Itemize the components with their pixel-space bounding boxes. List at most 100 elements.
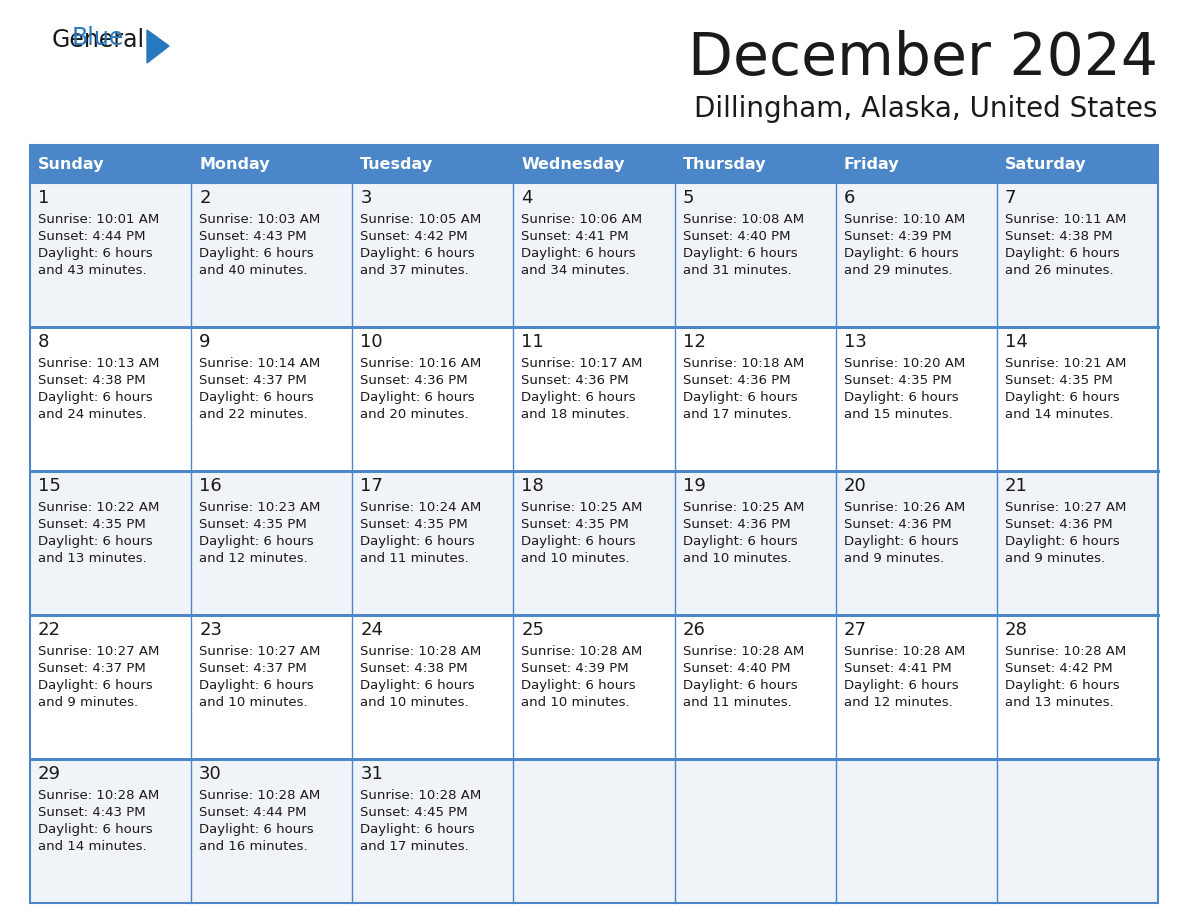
Text: Sunrise: 10:18 AM: Sunrise: 10:18 AM	[683, 357, 804, 370]
Text: 9: 9	[200, 333, 210, 351]
Text: Sunrise: 10:23 AM: Sunrise: 10:23 AM	[200, 501, 321, 514]
Bar	[835, 327, 997, 471]
Bar	[675, 145, 835, 183]
Bar	[513, 471, 675, 615]
Text: December 2024: December 2024	[688, 30, 1158, 87]
Bar	[513, 145, 675, 183]
Text: and 24 minutes.: and 24 minutes.	[38, 408, 146, 421]
Text: and 31 minutes.: and 31 minutes.	[683, 264, 791, 277]
Text: Sunset: 4:36 PM: Sunset: 4:36 PM	[1005, 518, 1112, 531]
Text: Sunrise: 10:03 AM: Sunrise: 10:03 AM	[200, 213, 321, 226]
Text: Daylight: 6 hours: Daylight: 6 hours	[683, 535, 797, 548]
Text: Sunrise: 10:20 AM: Sunrise: 10:20 AM	[843, 357, 965, 370]
Text: Sunset: 4:39 PM: Sunset: 4:39 PM	[843, 230, 952, 243]
Text: Sunrise: 10:26 AM: Sunrise: 10:26 AM	[843, 501, 965, 514]
Text: and 11 minutes.: and 11 minutes.	[683, 696, 791, 709]
Bar	[30, 327, 191, 471]
Text: Tuesday: Tuesday	[360, 156, 434, 172]
Text: and 9 minutes.: and 9 minutes.	[843, 552, 943, 565]
Text: 14: 14	[1005, 333, 1028, 351]
Text: Daylight: 6 hours: Daylight: 6 hours	[522, 535, 636, 548]
Text: 17: 17	[360, 477, 384, 495]
Text: and 10 minutes.: and 10 minutes.	[200, 696, 308, 709]
Text: Sunrise: 10:27 AM: Sunrise: 10:27 AM	[1005, 501, 1126, 514]
Text: 3: 3	[360, 189, 372, 207]
Bar	[513, 183, 675, 327]
Text: and 17 minutes.: and 17 minutes.	[683, 408, 791, 421]
Text: Daylight: 6 hours: Daylight: 6 hours	[522, 247, 636, 260]
Text: and 14 minutes.: and 14 minutes.	[38, 840, 146, 853]
Text: Thursday: Thursday	[683, 156, 766, 172]
Bar	[30, 145, 191, 183]
Text: Sunrise: 10:10 AM: Sunrise: 10:10 AM	[843, 213, 965, 226]
Bar	[675, 327, 835, 471]
Bar	[513, 615, 675, 759]
Bar	[30, 183, 191, 327]
Text: Sunset: 4:38 PM: Sunset: 4:38 PM	[38, 374, 146, 387]
Bar	[675, 759, 835, 903]
Text: Sunrise: 10:28 AM: Sunrise: 10:28 AM	[522, 645, 643, 658]
Text: and 10 minutes.: and 10 minutes.	[360, 696, 469, 709]
Text: and 16 minutes.: and 16 minutes.	[200, 840, 308, 853]
Text: and 11 minutes.: and 11 minutes.	[360, 552, 469, 565]
Text: Sunset: 4:43 PM: Sunset: 4:43 PM	[200, 230, 307, 243]
Text: 12: 12	[683, 333, 706, 351]
Text: Sunset: 4:40 PM: Sunset: 4:40 PM	[683, 662, 790, 675]
Text: Sunset: 4:35 PM: Sunset: 4:35 PM	[200, 518, 307, 531]
Text: and 10 minutes.: and 10 minutes.	[522, 696, 630, 709]
Text: and 13 minutes.: and 13 minutes.	[1005, 696, 1113, 709]
Bar	[835, 615, 997, 759]
Text: Sunrise: 10:28 AM: Sunrise: 10:28 AM	[38, 789, 159, 802]
Bar	[191, 471, 353, 615]
Text: Daylight: 6 hours: Daylight: 6 hours	[38, 679, 152, 692]
Text: and 43 minutes.: and 43 minutes.	[38, 264, 146, 277]
Text: Sunset: 4:35 PM: Sunset: 4:35 PM	[843, 374, 952, 387]
Bar	[353, 759, 513, 903]
Text: and 40 minutes.: and 40 minutes.	[200, 264, 308, 277]
Text: Sunset: 4:36 PM: Sunset: 4:36 PM	[360, 374, 468, 387]
Text: Daylight: 6 hours: Daylight: 6 hours	[200, 823, 314, 836]
Text: and 10 minutes.: and 10 minutes.	[683, 552, 791, 565]
Text: Saturday: Saturday	[1005, 156, 1086, 172]
Text: Sunset: 4:38 PM: Sunset: 4:38 PM	[1005, 230, 1112, 243]
Bar	[353, 471, 513, 615]
Bar	[835, 145, 997, 183]
Bar	[30, 759, 191, 903]
Bar	[513, 759, 675, 903]
Text: Sunrise: 10:25 AM: Sunrise: 10:25 AM	[522, 501, 643, 514]
Text: Daylight: 6 hours: Daylight: 6 hours	[1005, 391, 1119, 404]
Bar	[353, 615, 513, 759]
Text: Sunset: 4:39 PM: Sunset: 4:39 PM	[522, 662, 630, 675]
Text: Sunrise: 10:28 AM: Sunrise: 10:28 AM	[843, 645, 965, 658]
Bar	[191, 327, 353, 471]
Text: Daylight: 6 hours: Daylight: 6 hours	[683, 679, 797, 692]
Text: Friday: Friday	[843, 156, 899, 172]
Text: Daylight: 6 hours: Daylight: 6 hours	[360, 535, 475, 548]
Bar	[997, 615, 1158, 759]
Text: 7: 7	[1005, 189, 1017, 207]
Text: Sunset: 4:35 PM: Sunset: 4:35 PM	[1005, 374, 1113, 387]
Text: Sunrise: 10:28 AM: Sunrise: 10:28 AM	[200, 789, 321, 802]
Text: Daylight: 6 hours: Daylight: 6 hours	[843, 247, 959, 260]
Text: 2: 2	[200, 189, 210, 207]
Text: Daylight: 6 hours: Daylight: 6 hours	[522, 391, 636, 404]
Text: 22: 22	[38, 621, 61, 639]
Text: and 29 minutes.: and 29 minutes.	[843, 264, 953, 277]
Text: Sunrise: 10:27 AM: Sunrise: 10:27 AM	[200, 645, 321, 658]
Text: Sunset: 4:35 PM: Sunset: 4:35 PM	[38, 518, 146, 531]
Text: 31: 31	[360, 765, 384, 783]
Text: Sunset: 4:35 PM: Sunset: 4:35 PM	[522, 518, 630, 531]
Text: 28: 28	[1005, 621, 1028, 639]
Text: Daylight: 6 hours: Daylight: 6 hours	[1005, 247, 1119, 260]
Text: Sunrise: 10:28 AM: Sunrise: 10:28 AM	[1005, 645, 1126, 658]
Text: Sunrise: 10:21 AM: Sunrise: 10:21 AM	[1005, 357, 1126, 370]
Text: Daylight: 6 hours: Daylight: 6 hours	[38, 247, 152, 260]
Text: 20: 20	[843, 477, 866, 495]
Text: and 9 minutes.: and 9 minutes.	[38, 696, 138, 709]
Text: 21: 21	[1005, 477, 1028, 495]
Text: Sunset: 4:37 PM: Sunset: 4:37 PM	[200, 662, 307, 675]
Text: Sunset: 4:40 PM: Sunset: 4:40 PM	[683, 230, 790, 243]
Text: Sunset: 4:36 PM: Sunset: 4:36 PM	[522, 374, 630, 387]
Bar	[835, 759, 997, 903]
Text: Sunrise: 10:14 AM: Sunrise: 10:14 AM	[200, 357, 321, 370]
